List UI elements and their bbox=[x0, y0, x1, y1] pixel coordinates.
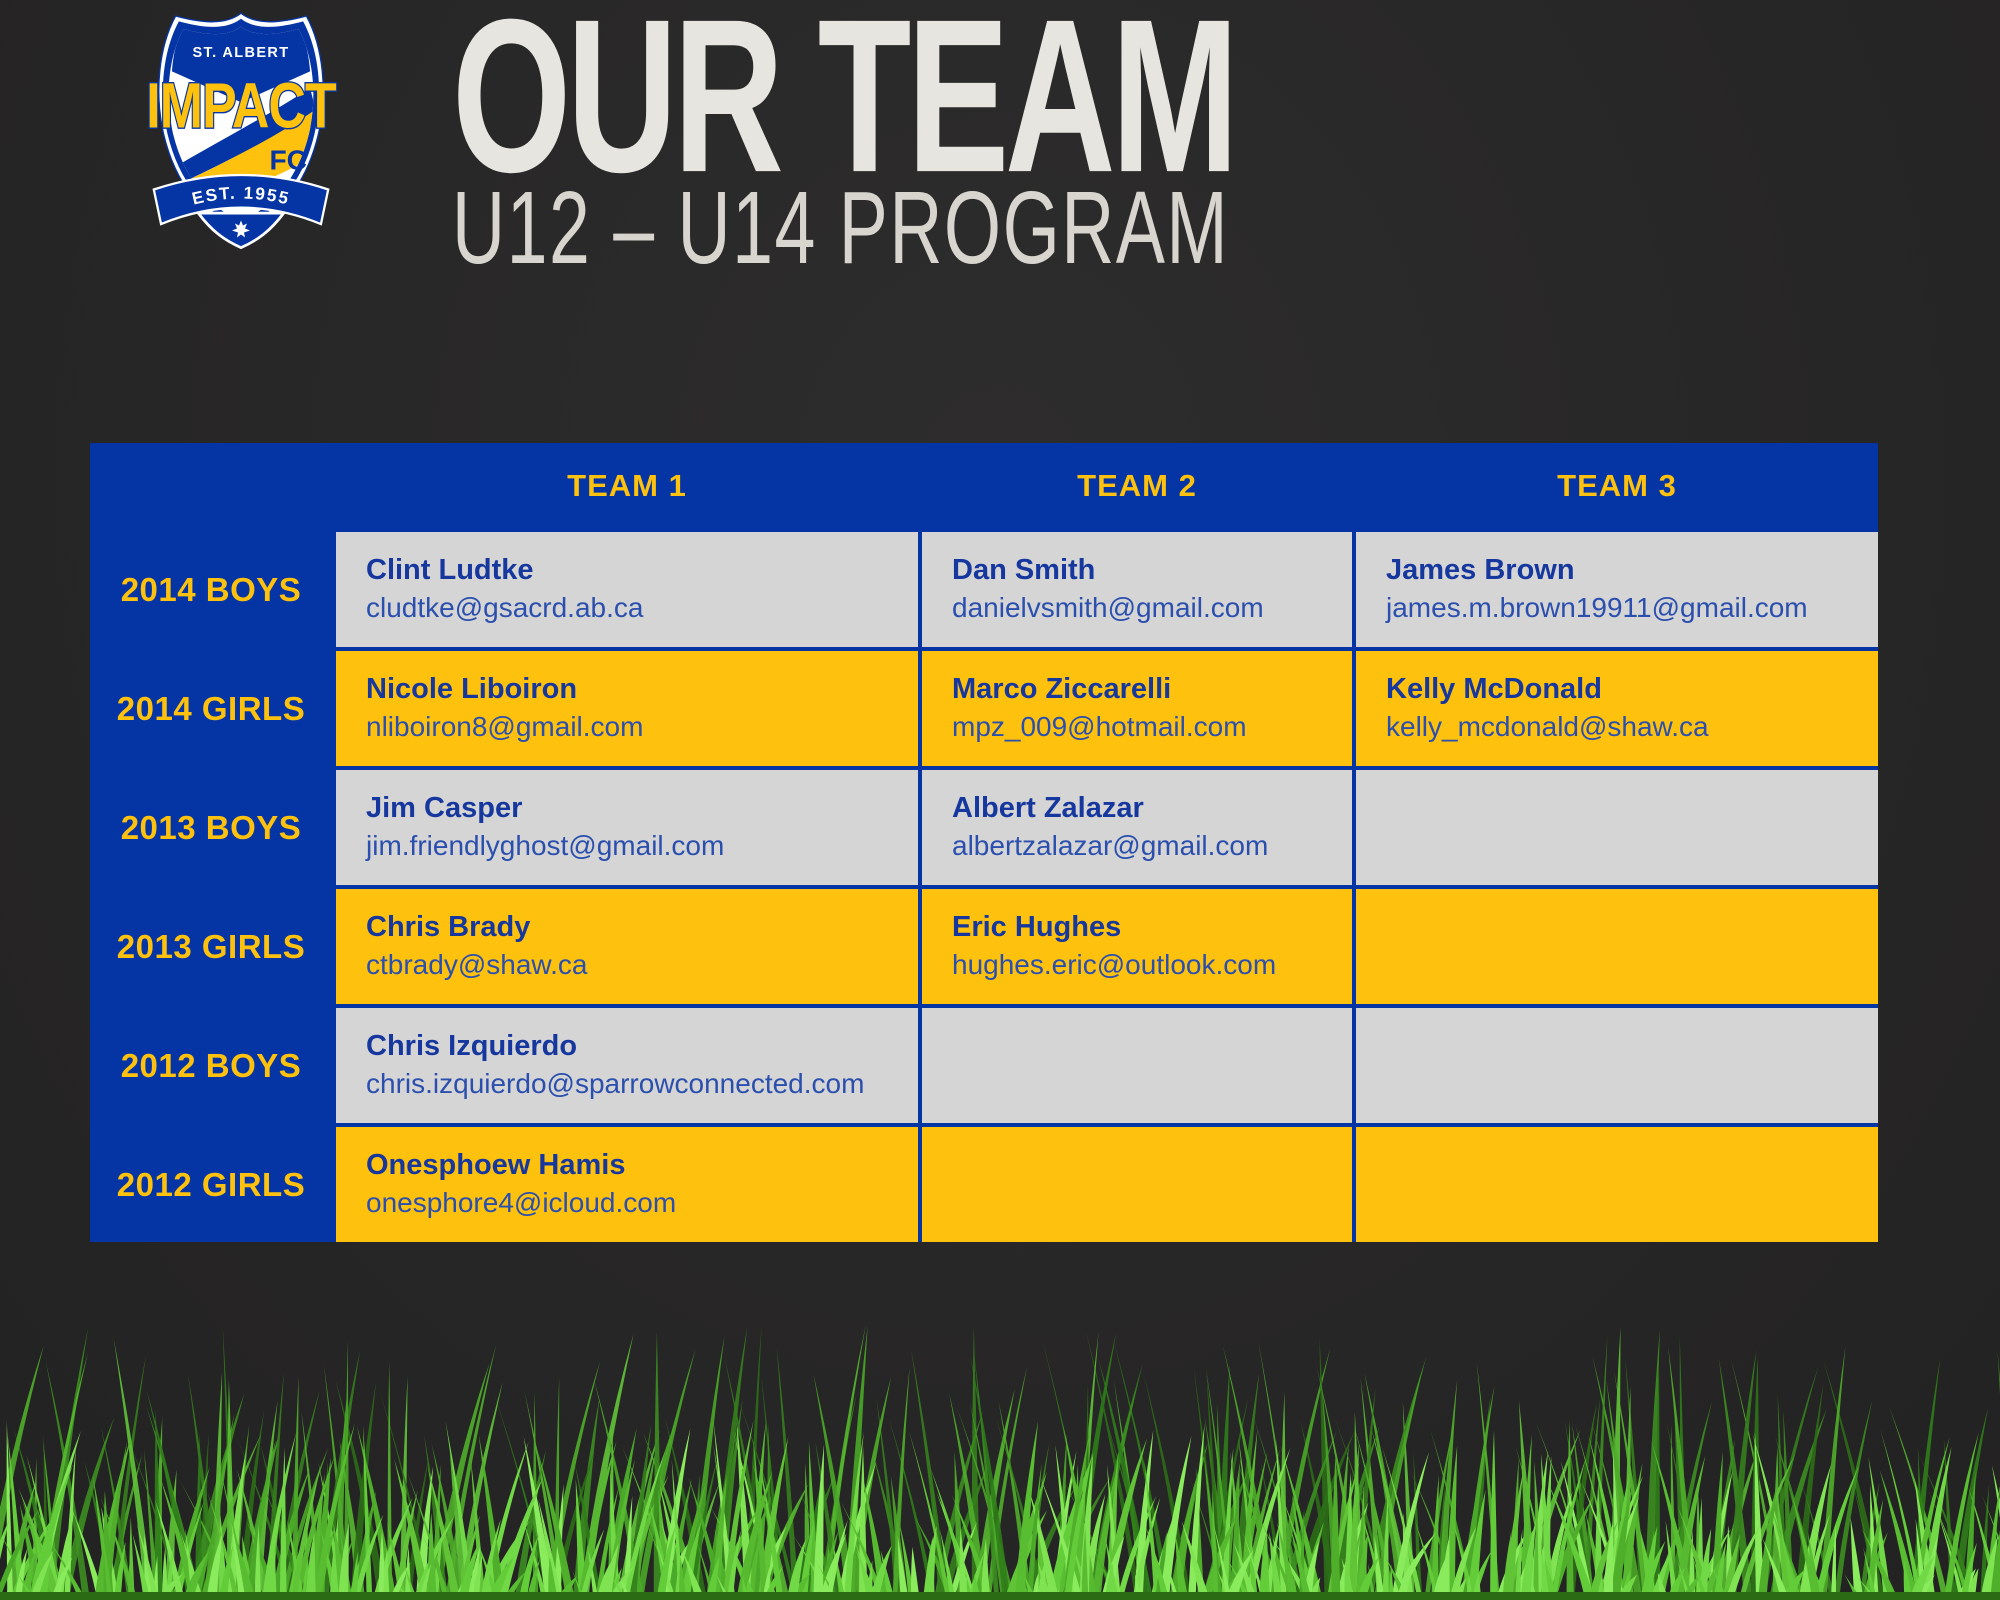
contact-name: Marco Ziccarelli bbox=[952, 673, 1172, 706]
contact-cell: Nicole Liboiron nliboiron8@gmail.com bbox=[336, 651, 918, 766]
contact-email: albertzalazar@gmail.com bbox=[952, 830, 1269, 862]
contact-email: mpz_009@hotmail.com bbox=[952, 711, 1247, 743]
logo-suffix-text: FC bbox=[269, 145, 307, 176]
contact-email: onesphore4@icloud.com bbox=[366, 1187, 677, 1219]
contact-cell: Marco Ziccarelli mpz_009@hotmail.com bbox=[922, 651, 1352, 766]
contact-email: cludtke@gsacrd.ab.ca bbox=[366, 592, 644, 624]
contact-name: Nicole Liboiron bbox=[366, 673, 578, 706]
contact-name: James Brown bbox=[1386, 554, 1575, 587]
contact-cell: Dan Smith danielvsmith@gmail.com bbox=[922, 532, 1352, 647]
contact-email: ctbrady@shaw.ca bbox=[366, 949, 588, 981]
contact-cell: Kelly McDonald kelly_mcdonald@shaw.ca bbox=[1356, 651, 1878, 766]
maple-leaf-icon bbox=[232, 220, 250, 238]
contact-cell-empty bbox=[1356, 1008, 1878, 1123]
contact-name: Chris Izquierdo bbox=[366, 1030, 578, 1063]
contact-name: Onesphoew Hamis bbox=[366, 1149, 626, 1182]
shield-top-band bbox=[171, 26, 311, 103]
table-corner bbox=[90, 443, 332, 528]
page-subtitle: U12 – U14 PROGRAM bbox=[452, 169, 1230, 286]
contact-cell-empty bbox=[922, 1127, 1352, 1242]
contact-cell-empty bbox=[1356, 1127, 1878, 1242]
row-label-2012-boys: 2012 BOYS bbox=[120, 1046, 302, 1084]
contact-email: danielvsmith@gmail.com bbox=[952, 592, 1264, 624]
row-label-2014-boys: 2014 BOYS bbox=[120, 570, 302, 608]
row-label-2012-girls: 2012 GIRLS bbox=[116, 1165, 306, 1203]
contact-cell: James Brown james.m.brown19911@gmail.com bbox=[1356, 532, 1878, 647]
row-label-2013-girls: 2013 GIRLS bbox=[116, 927, 306, 965]
page-title: OUR TEAM bbox=[452, 0, 1239, 218]
contact-cell: Albert Zalazar albertzalazar@gmail.com bbox=[922, 770, 1352, 885]
contact-name: Albert Zalazar bbox=[952, 792, 1144, 825]
contact-name: Kelly McDonald bbox=[1386, 673, 1602, 706]
column-header-team3: TEAM 3 bbox=[1557, 467, 1677, 503]
contact-cell: Chris Brady ctbrady@shaw.ca bbox=[336, 889, 918, 1004]
est-ribbon bbox=[152, 173, 330, 226]
contact-email: hughes.eric@outlook.com bbox=[952, 949, 1277, 981]
roster-table: TEAM 1 TEAM 2 TEAM 3 2014 BOYS Clint Lud… bbox=[90, 443, 1878, 1242]
contact-cell: Onesphoew Hamis onesphore4@icloud.com bbox=[336, 1127, 918, 1242]
logo-location-text: ST. ALBERT bbox=[193, 45, 290, 61]
contact-name: Jim Casper bbox=[366, 792, 523, 825]
contact-cell-empty bbox=[1356, 770, 1878, 885]
contact-cell: Jim Casper jim.friendlyghost@gmail.com bbox=[336, 770, 918, 885]
contact-email: nliboiron8@gmail.com bbox=[366, 711, 644, 743]
column-header-team2: TEAM 2 bbox=[1077, 467, 1197, 503]
grass-image bbox=[0, 1325, 2000, 1600]
contact-email: james.m.brown19911@gmail.com bbox=[1386, 592, 1808, 624]
club-logo: ST. ALBERT IMPACT FC EST. 1955 bbox=[145, 12, 338, 250]
swoosh-blue bbox=[168, 87, 314, 188]
row-label-2013-boys: 2013 BOYS bbox=[120, 808, 302, 846]
contact-name: Clint Ludtke bbox=[366, 554, 534, 587]
column-header-team1: TEAM 1 bbox=[567, 467, 687, 503]
contact-name: Eric Hughes bbox=[952, 911, 1122, 944]
contact-email: jim.friendlyghost@gmail.com bbox=[366, 830, 725, 862]
contact-cell: Clint Ludtke cludtke@gsacrd.ab.ca bbox=[336, 532, 918, 647]
contact-name: Dan Smith bbox=[952, 554, 1096, 587]
contact-name: Chris Brady bbox=[366, 911, 531, 944]
contact-cell: Chris Izquierdo chris.izquierdo@sparrowc… bbox=[336, 1008, 918, 1123]
contact-cell-empty bbox=[922, 1008, 1352, 1123]
contact-email: chris.izquierdo@sparrowconnected.com bbox=[366, 1068, 865, 1100]
logo-club-name-text: IMPACT bbox=[146, 71, 336, 142]
row-label-2014-girls: 2014 GIRLS bbox=[116, 689, 306, 727]
contact-email: kelly_mcdonald@shaw.ca bbox=[1386, 711, 1709, 743]
contact-cell-empty bbox=[1356, 889, 1878, 1004]
contact-cell: Eric Hughes hughes.eric@outlook.com bbox=[922, 889, 1352, 1004]
